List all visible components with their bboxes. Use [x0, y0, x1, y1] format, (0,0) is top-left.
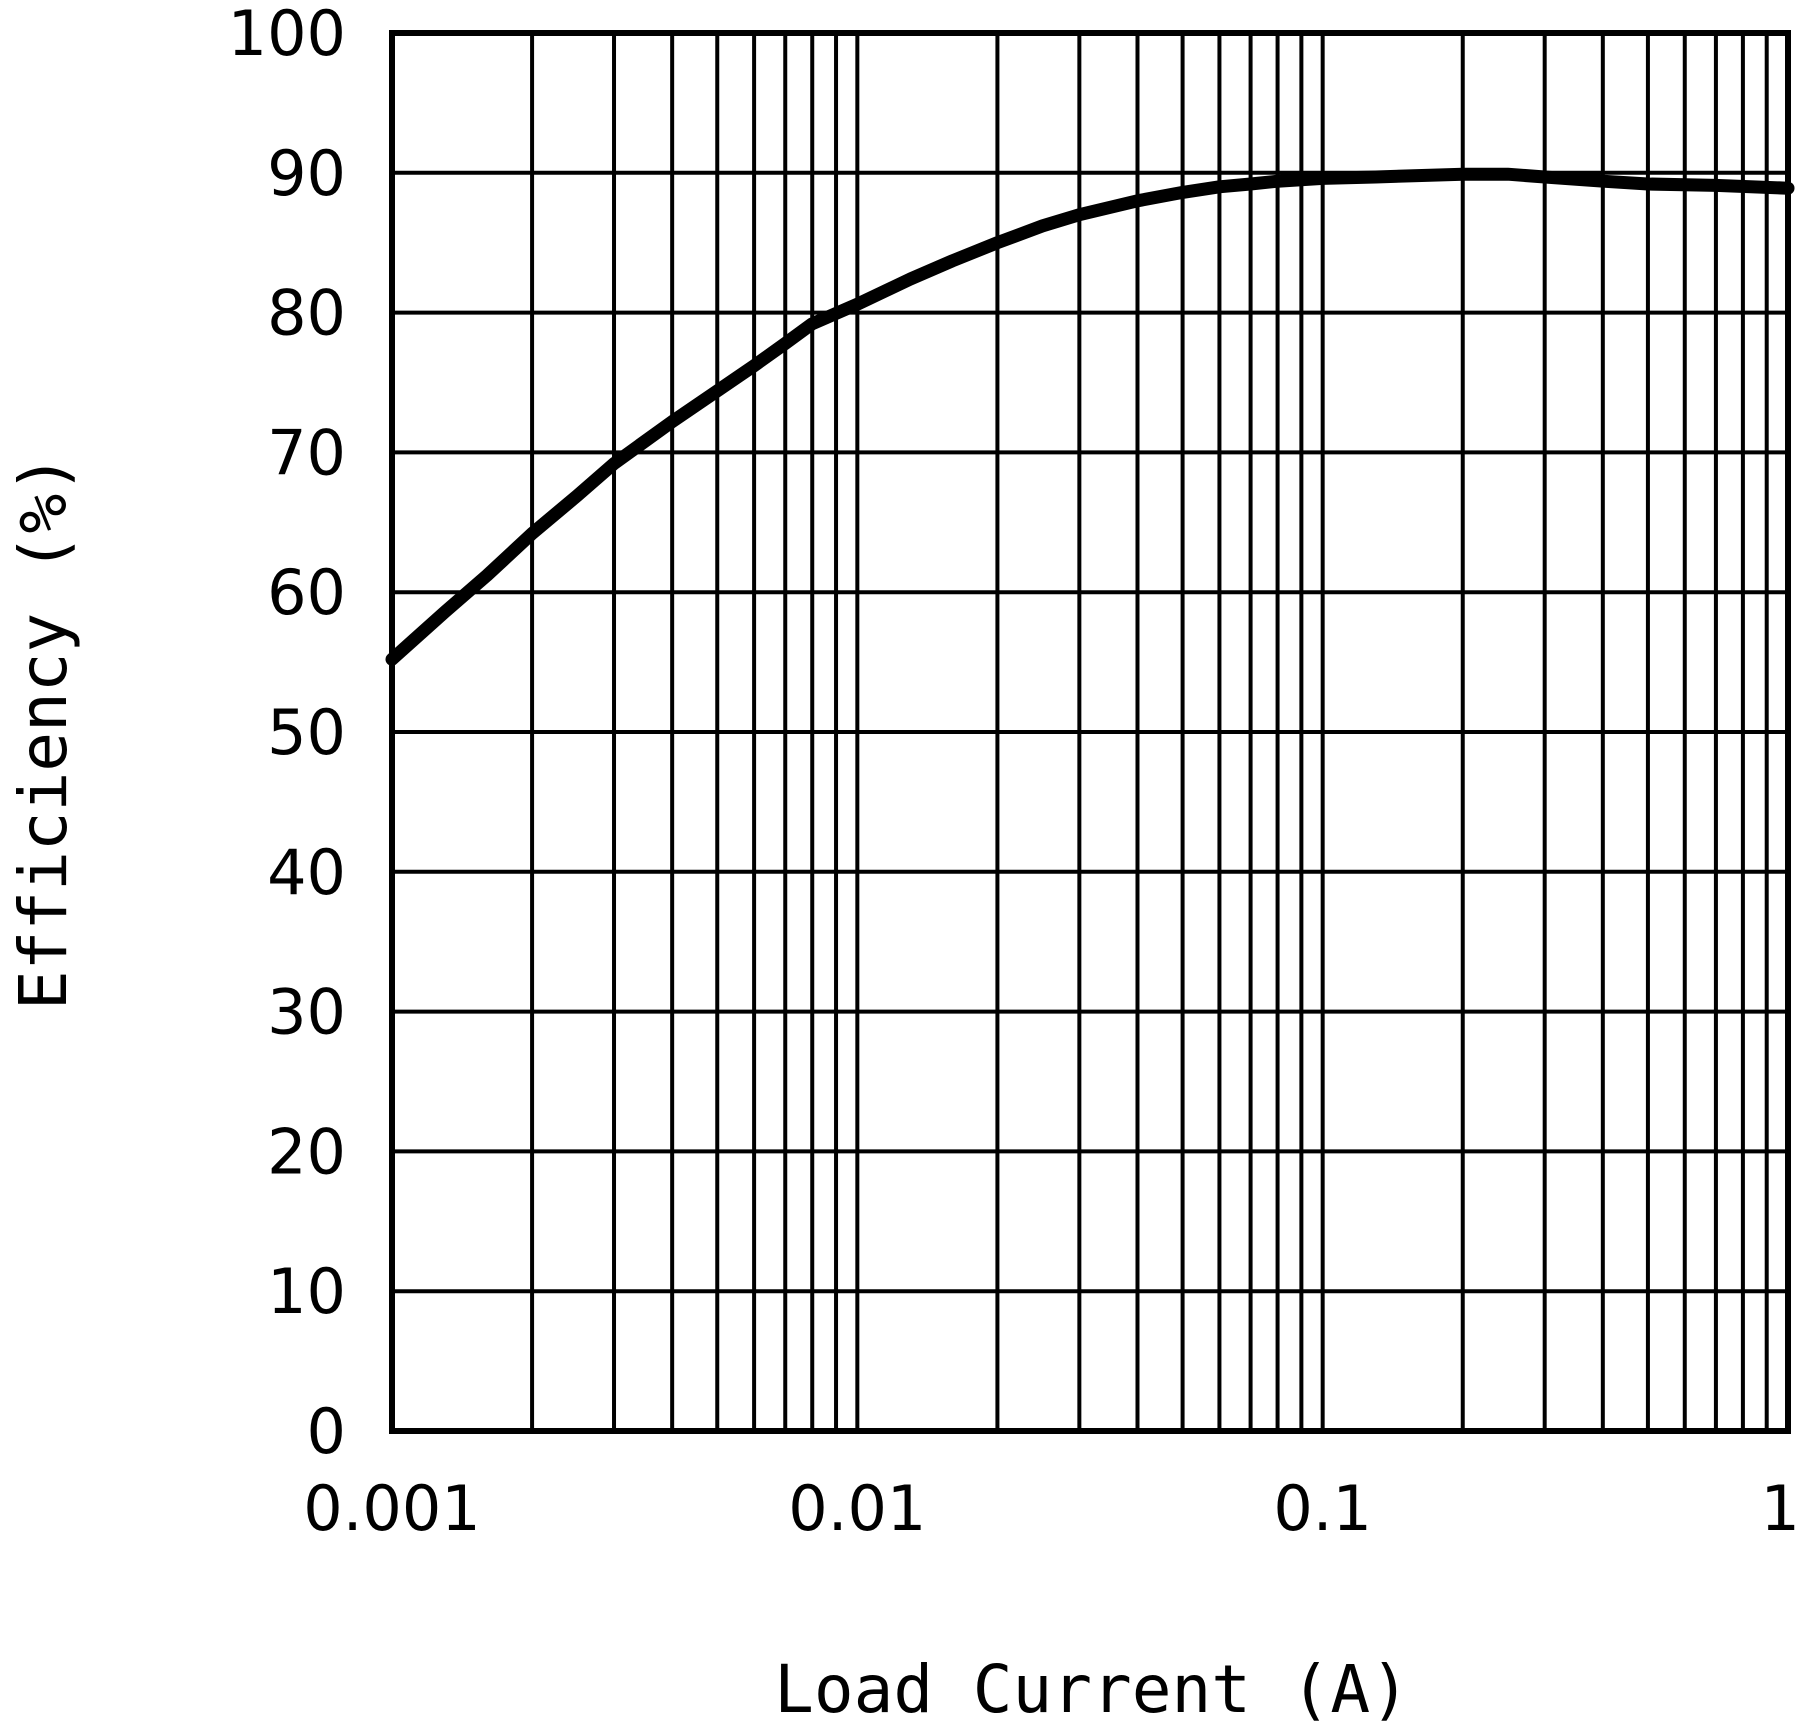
y-tick-label: 100 — [228, 0, 346, 70]
x-tick-label: 0.01 — [788, 1472, 926, 1545]
y-tick-label: 90 — [267, 137, 346, 210]
x-tick-labels: 0.001 0.01 0.1 1 — [303, 1472, 1800, 1545]
x-tick-label: 0.001 — [303, 1472, 481, 1545]
y-tick-label: 10 — [267, 1255, 346, 1328]
x-tick-label: 1 — [1761, 1472, 1800, 1545]
y-tick-label: 60 — [267, 556, 346, 629]
series-layer — [385, 167, 1795, 666]
y-tick-label: 70 — [267, 416, 346, 489]
y-tick-label: 40 — [267, 836, 346, 909]
y-tick-label: 50 — [267, 696, 346, 769]
y-axis-title: Efficiency (%) — [5, 454, 82, 1010]
plot-frame — [389, 30, 1791, 1434]
y-tick-label: 30 — [267, 976, 346, 1049]
y-tick-label: 20 — [267, 1115, 346, 1188]
x-axis-title: Load Current (A) — [774, 1651, 1410, 1727]
y-tick-label: 0 — [307, 1395, 346, 1468]
x-tick-label: 0.1 — [1273, 1472, 1372, 1545]
y-tick-label: 80 — [267, 277, 346, 350]
grid — [390, 33, 1788, 1431]
efficiency-series-line — [385, 167, 1795, 666]
y-tick-labels: 0 10 20 30 40 50 60 70 80 90 100 — [228, 0, 346, 1468]
